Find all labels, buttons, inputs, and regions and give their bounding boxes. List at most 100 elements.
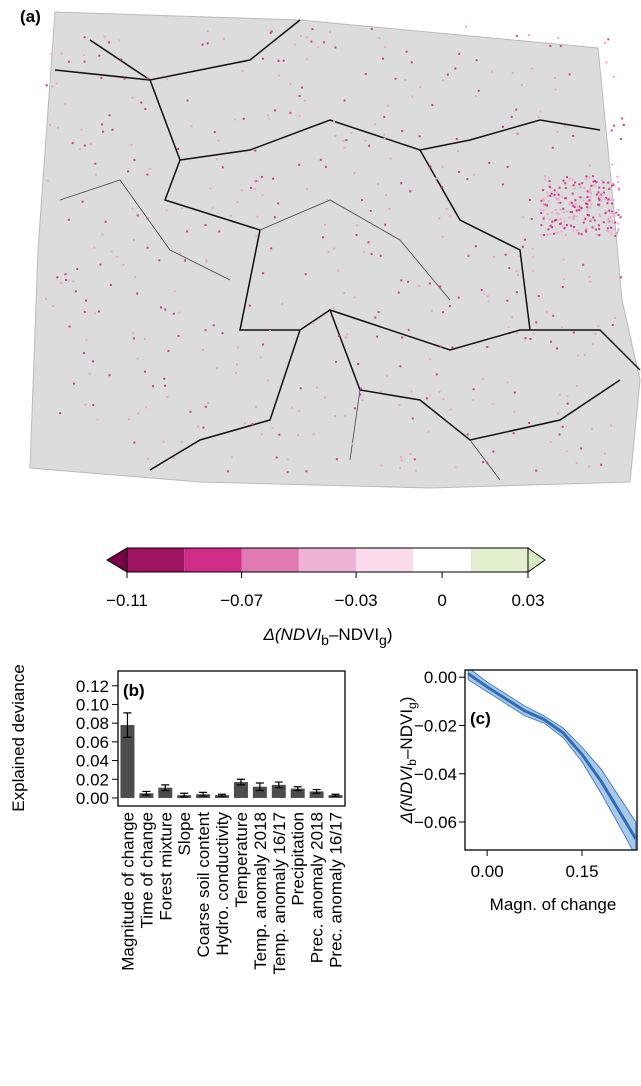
map-pixel — [410, 390, 413, 393]
map-pixel — [530, 67, 533, 70]
map-pixel — [616, 175, 619, 178]
map-pixel — [543, 233, 546, 236]
map-pixel — [603, 41, 606, 44]
map-pixel — [592, 216, 595, 219]
map-pixel — [564, 226, 567, 229]
map-pixel — [104, 220, 107, 223]
map-pixel — [133, 441, 136, 444]
map-pixel — [549, 233, 552, 236]
map-pixel — [572, 331, 575, 334]
map-pixel — [134, 276, 137, 279]
map-pixel — [211, 207, 214, 210]
map-pixel — [515, 270, 518, 273]
map-pixel — [298, 94, 301, 97]
map-pixel — [364, 139, 367, 142]
map-pixel — [547, 176, 550, 179]
map-pixel — [178, 311, 181, 314]
map-pixel — [548, 218, 551, 221]
map-pixel — [582, 221, 585, 224]
map-pixel — [274, 109, 277, 112]
error-bar — [274, 781, 283, 789]
map-pixel — [563, 227, 566, 230]
map-pixel — [586, 200, 589, 203]
map-pixel — [204, 329, 207, 332]
map-pixel — [613, 213, 616, 216]
map-pixel — [559, 201, 562, 204]
map-pixel — [120, 58, 123, 61]
map-pixel — [576, 354, 579, 357]
map-pixel — [617, 187, 620, 190]
map-pixel — [400, 279, 403, 282]
map-pixel — [601, 179, 604, 182]
map-pixel — [291, 406, 294, 409]
map-pixel — [221, 332, 224, 335]
map-pixel — [586, 190, 589, 193]
map-pixel — [528, 198, 531, 201]
map-pixel — [184, 259, 187, 262]
map-pixel — [136, 292, 139, 295]
map-pixel — [305, 470, 308, 473]
map-pixel — [564, 187, 567, 190]
map-pixel — [270, 30, 273, 33]
map-pixel — [378, 36, 381, 39]
map-pixel — [575, 215, 578, 218]
map-pixel — [592, 184, 595, 187]
error-bar — [180, 792, 189, 798]
map-pixel — [133, 158, 136, 161]
map-pixel — [586, 203, 589, 206]
map-pixel — [163, 377, 166, 380]
map-pixel — [612, 183, 615, 186]
map-pixel — [80, 128, 83, 131]
map-pixel — [556, 198, 559, 201]
label-part: Δ(NDVI — [262, 625, 321, 644]
map-pixel — [146, 217, 149, 220]
map-pixel — [606, 229, 609, 232]
map-pixel — [622, 124, 625, 127]
map-pixel — [266, 114, 269, 117]
map-pixel — [458, 170, 461, 173]
map-pixel — [146, 246, 149, 249]
error-bar — [331, 793, 340, 797]
map-pixel — [68, 325, 71, 328]
y-axis-label: Δ(NDVIb–NDVIg) — [397, 697, 419, 825]
map-pixel — [529, 337, 532, 340]
map-pixel — [405, 50, 408, 53]
map-pixel — [562, 225, 565, 228]
map-pixel — [598, 234, 601, 237]
map-pixel — [602, 186, 605, 189]
map-pixel — [546, 233, 549, 236]
y-tick-label: −0.04 — [414, 765, 457, 784]
map-pixel — [273, 216, 276, 219]
map-pixel — [561, 195, 564, 198]
map-pixel — [515, 108, 518, 111]
map-pixel — [369, 209, 372, 212]
map-pixel — [523, 238, 526, 241]
map-pixel — [543, 178, 546, 181]
map-pixel — [506, 165, 509, 168]
map-pixel — [603, 452, 606, 455]
x-tick-label: Slope — [175, 812, 194, 855]
map-pixel — [612, 124, 615, 127]
map-pixel — [52, 304, 55, 307]
map-pixel — [598, 213, 601, 216]
map-pixel — [482, 461, 485, 464]
map-pixel — [350, 132, 353, 135]
map-pixel — [256, 179, 259, 182]
map-pixel — [590, 184, 593, 187]
map-pixel — [429, 165, 432, 168]
map-pixel — [593, 219, 596, 222]
map-pixel — [94, 162, 97, 165]
map-pixel — [445, 208, 448, 211]
map-pixel — [269, 330, 272, 333]
map-pixel — [133, 238, 136, 241]
map-pixel — [617, 214, 620, 217]
map-pixel — [600, 199, 603, 202]
tick-label: 0 — [437, 591, 446, 610]
y-tick-label: 0.08 — [76, 714, 109, 733]
map-pixel — [85, 338, 88, 341]
map-pixel — [82, 53, 85, 56]
error-bar — [161, 784, 170, 792]
map-pixel — [561, 326, 564, 329]
map-pixel — [511, 72, 514, 75]
label-sub: g — [379, 632, 387, 648]
